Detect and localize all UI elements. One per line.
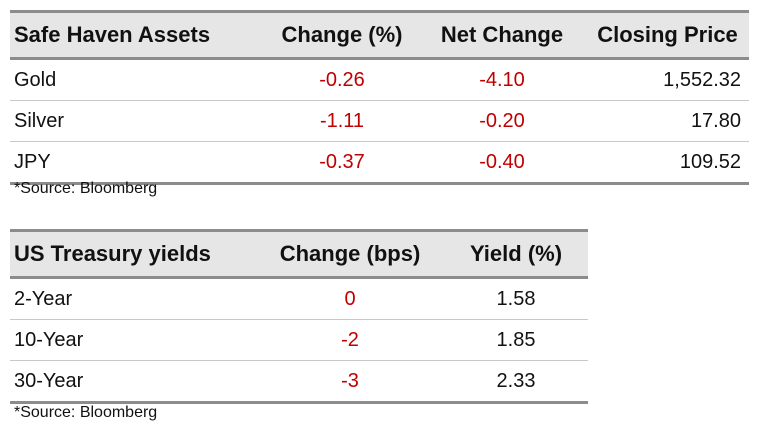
column-header-asset: Safe Haven Assets (10, 10, 266, 60)
change-pct-value: -1.11 (266, 100, 418, 142)
table-header-row: US Treasury yields Change (bps) Yield (%… (10, 229, 588, 279)
table-row: 2-Year 0 1.58 (10, 277, 588, 320)
closing-price-value: 17.80 (586, 100, 749, 142)
table-row: JPY -0.37 -0.40 109.52 (10, 141, 749, 185)
column-header-yield: Yield (%) (444, 229, 588, 279)
closing-price-value: 1,552.32 (586, 58, 749, 101)
table-row: Silver -1.11 -0.20 17.80 (10, 100, 749, 142)
net-change-value: -0.20 (418, 100, 586, 142)
maturity-name: 2-Year (10, 277, 256, 320)
asset-name: Gold (10, 58, 266, 101)
column-header-closing-price: Closing Price (586, 10, 749, 60)
column-header-change-pct: Change (%) (266, 10, 418, 60)
safe-haven-table: Safe Haven Assets Change (%) Net Change … (10, 10, 749, 185)
maturity-name: 10-Year (10, 319, 256, 361)
asset-name: Silver (10, 100, 266, 142)
maturity-name: 30-Year (10, 360, 256, 404)
change-bps-value: 0 (256, 277, 444, 320)
treasury-yields-table: US Treasury yields Change (bps) Yield (%… (10, 229, 588, 404)
closing-price-value: 109.52 (586, 141, 749, 185)
table-row: 10-Year -2 1.85 (10, 319, 588, 361)
yield-value: 1.58 (444, 277, 588, 320)
table-row: 30-Year -3 2.33 (10, 360, 588, 404)
asset-name: JPY (10, 141, 266, 185)
yield-value: 1.85 (444, 319, 588, 361)
table-header-row: Safe Haven Assets Change (%) Net Change … (10, 10, 749, 60)
change-bps-value: -3 (256, 360, 444, 404)
source-note: *Source: Bloomberg (14, 180, 158, 197)
net-change-value: -0.40 (418, 141, 586, 185)
column-header-change-bps: Change (bps) (256, 229, 444, 279)
table-row: Gold -0.26 -4.10 1,552.32 (10, 58, 749, 101)
change-pct-value: -0.37 (266, 141, 418, 185)
column-header-net-change: Net Change (418, 10, 586, 60)
column-header-treasury: US Treasury yields (10, 229, 256, 279)
change-pct-value: -0.26 (266, 58, 418, 101)
source-note: *Source: Bloomberg (14, 404, 158, 421)
yield-value: 2.33 (444, 360, 588, 404)
net-change-value: -4.10 (418, 58, 586, 101)
change-bps-value: -2 (256, 319, 444, 361)
